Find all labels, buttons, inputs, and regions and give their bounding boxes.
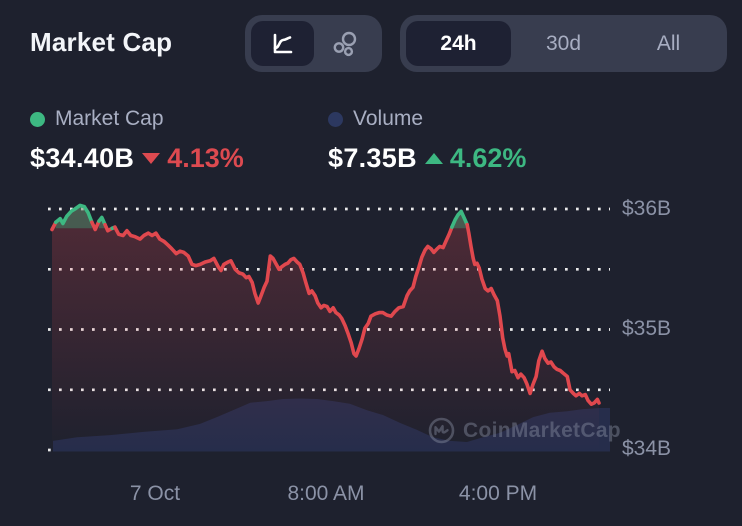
range-all-button[interactable]: All — [656, 31, 681, 55]
volume-value: $7.35B — [328, 143, 417, 173]
x-axis-label-4pm: 4:00 PM — [458, 482, 538, 505]
range-24h-button[interactable]: 24h — [406, 21, 511, 66]
chart-type-toggle — [245, 15, 382, 72]
coinmarketcap-logo-icon — [428, 417, 455, 444]
watermark-text: CoinMarketCap — [463, 418, 621, 442]
time-range-selector: 24h 30d All — [400, 15, 727, 72]
market-cap-change-pct: 4.13% — [167, 143, 244, 173]
chart-type-line-button[interactable] — [251, 21, 314, 66]
up-triangle-icon — [424, 153, 443, 164]
down-triangle-icon — [142, 153, 161, 164]
volume-change-pct: 4.62% — [449, 143, 527, 173]
legend-volume[interactable]: Volume — [328, 107, 423, 131]
x-axis-label-8am: 8:00 AM — [287, 482, 365, 505]
y-axis-label-35b: $35B — [622, 317, 672, 340]
legend-market-cap-label: Market Cap — [55, 107, 164, 130]
market-cap-value: $34.40B — [30, 143, 135, 173]
market-cap-dot-icon — [30, 111, 45, 127]
volume-dot-icon — [328, 111, 343, 127]
volume-change: 4.62% — [424, 143, 527, 174]
legend-market-cap[interactable]: Market Cap — [30, 107, 164, 131]
y-axis-label-36b: $36B — [622, 197, 672, 220]
chart-type-bubble-button[interactable] — [314, 21, 377, 66]
range-30d-button[interactable]: 30d — [545, 31, 582, 55]
coinmarketcap-watermark: CoinMarketCap — [428, 417, 621, 444]
x-axis-label-7oct: 7 Oct — [129, 482, 181, 505]
market-cap-change: 4.13% — [142, 143, 244, 174]
page-title: Market Cap — [30, 27, 173, 57]
legend-volume-label: Volume — [353, 107, 424, 130]
market-cap-value-row: $34.40B 4.13% — [30, 143, 244, 174]
y-axis-label-34b: $34B — [622, 437, 672, 460]
volume-value-row: $7.35B 4.62% — [328, 143, 526, 174]
bubble-chart-icon — [333, 31, 356, 56]
line-chart-icon — [273, 33, 293, 53]
